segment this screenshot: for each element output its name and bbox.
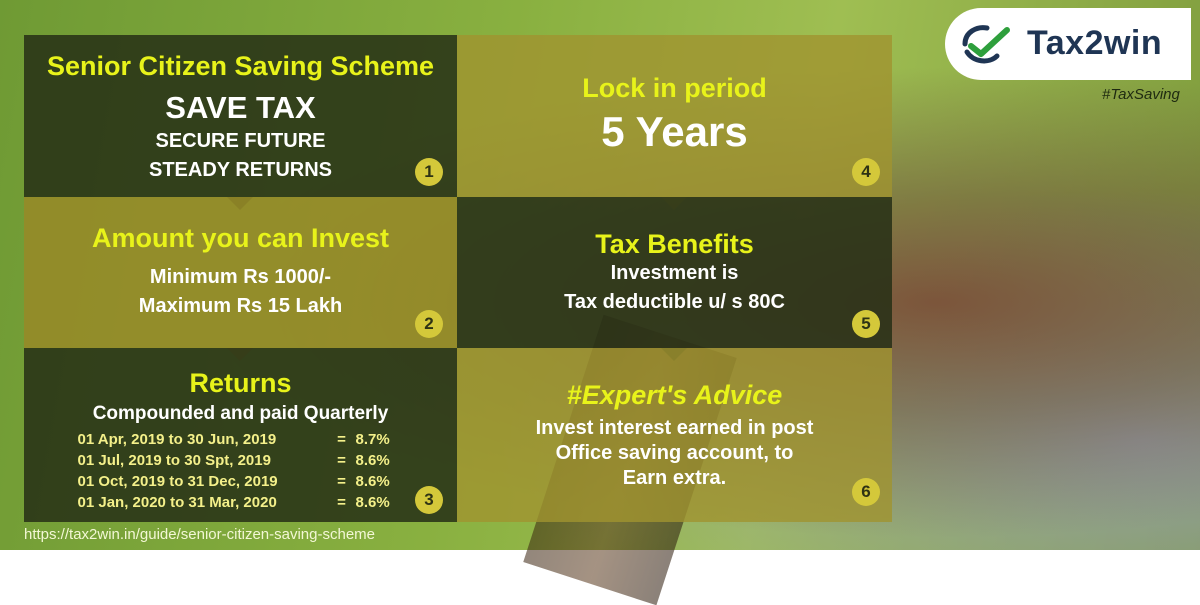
- badge-4: 4: [852, 158, 880, 186]
- rate-equals: =: [337, 473, 346, 490]
- rate-period: 01 Jul, 2019 to 30 Spt, 2019: [77, 452, 271, 469]
- rate-value: 8.6%: [355, 473, 390, 490]
- rate-value: 8.6%: [355, 452, 390, 469]
- badge-3: 3: [415, 486, 443, 514]
- returns-rate-row: 01 Jul, 2019 to 30 Spt, 2019 = 8.6%: [24, 450, 457, 471]
- panel-investment-amount: Amount you can Invest Minimum Rs 1000/- …: [24, 197, 457, 348]
- returns-rate-row: 01 Apr, 2019 to 30 Jun, 2019 = 8.7%: [24, 429, 457, 450]
- panel-scheme-intro: Senior Citizen Saving Scheme SAVE TAX SE…: [24, 35, 457, 197]
- rate-equals: =: [337, 431, 346, 448]
- panel-tax-benefits: Tax Benefits Investment is Tax deductibl…: [457, 197, 892, 348]
- badge-1: 1: [415, 158, 443, 186]
- hashtag: #TaxSaving: [1102, 86, 1180, 103]
- rate-value: 8.6%: [355, 494, 390, 511]
- advice-line1: Invest interest earned in post: [535, 417, 814, 439]
- expert-advice-title: #Expert's Advice: [566, 380, 783, 410]
- scheme-title: Senior Citizen Saving Scheme: [46, 51, 435, 81]
- rate-equals: =: [337, 494, 346, 511]
- returns-subtitle: Compounded and paid Quarterly: [92, 403, 389, 424]
- brand-name: Tax2win: [1027, 24, 1163, 62]
- advice-line3: Earn extra.: [622, 467, 727, 489]
- rate-period: 01 Apr, 2019 to 30 Jun, 2019: [77, 431, 277, 448]
- returns-rate-row: 01 Oct, 2019 to 31 Dec, 2019 = 8.6%: [24, 471, 457, 492]
- tax-benefits-line1: Investment is: [610, 262, 739, 284]
- panel-expert-advice: #Expert's Advice Invest interest earned …: [457, 348, 892, 522]
- rate-period: 01 Jan, 2020 to 31 Mar, 2020: [77, 494, 277, 511]
- maximum-amount: Maximum Rs 15 Lakh: [138, 295, 343, 317]
- tax-benefits-line2: Tax deductible u/ s 80C: [564, 291, 785, 313]
- returns-rate-row: 01 Jan, 2020 to 31 Mar, 2020 = 8.6%: [24, 492, 457, 513]
- secure-future-text: SECURE FUTURE: [155, 130, 326, 152]
- rate-value: 8.7%: [355, 431, 390, 448]
- save-tax-text: SAVE TAX: [165, 90, 316, 125]
- advice-line2: Office saving account, to: [555, 442, 794, 464]
- badge-6: 6: [852, 478, 880, 506]
- minimum-amount: Minimum Rs 1000/-: [149, 266, 332, 288]
- returns-title: Returns: [189, 368, 292, 398]
- rate-equals: =: [337, 452, 346, 469]
- steady-returns-text: STEADY RETURNS: [149, 159, 332, 181]
- returns-rate-list: 01 Apr, 2019 to 30 Jun, 2019 = 8.7% 01 Jul,…: [24, 429, 457, 513]
- tax-benefits-title: Tax Benefits: [595, 229, 754, 259]
- lock-in-title: Lock in period: [582, 73, 767, 103]
- panel-returns: Returns Compounded and paid Quarterly 01…: [24, 348, 457, 522]
- rate-period: 01 Oct, 2019 to 31 Dec, 2019: [77, 473, 278, 490]
- badge-2: 2: [415, 310, 443, 338]
- lock-in-value: 5 Years: [601, 108, 748, 155]
- checkmark-logo-icon: [962, 25, 1010, 64]
- brand-logo[interactable]: Tax2win: [945, 8, 1191, 80]
- amount-title: Amount you can Invest: [91, 223, 390, 253]
- badge-5: 5: [852, 310, 880, 338]
- source-url[interactable]: https://tax2win.in/guide/senior-citizen-…: [24, 526, 375, 543]
- panel-lock-in: Lock in period 5 Years 4: [457, 35, 892, 197]
